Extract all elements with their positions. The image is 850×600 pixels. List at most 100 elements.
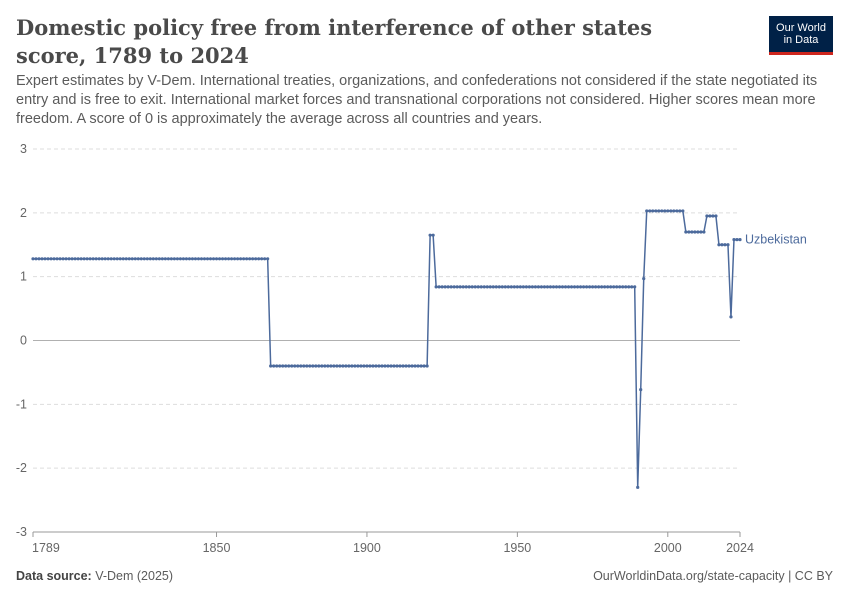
data-point [431,233,435,237]
data-point [696,230,700,234]
data-point [142,257,146,261]
data-point [293,364,297,368]
data-point [169,257,173,261]
data-point [181,257,186,261]
data-point [260,257,264,261]
data-point [494,285,498,289]
data-point [263,257,267,261]
data-point [395,364,399,368]
data-point [124,257,128,261]
data-point [473,285,477,289]
data-point [735,238,739,242]
data-point [600,285,604,289]
data-point [449,285,453,289]
data-point [503,285,507,289]
data-point [512,285,516,289]
data-point [729,315,733,319]
data-point [470,285,474,289]
data-point [726,243,730,247]
data-point [383,364,387,368]
data-point [440,285,444,289]
data-point [648,209,652,213]
data-point [130,257,134,261]
data-point [320,364,324,368]
x-tick-label: 1900 [353,541,381,555]
data-point [362,364,366,368]
data-point [572,285,577,289]
data-point [326,364,330,368]
data-point [416,364,420,368]
data-point [681,209,685,213]
data-point [118,257,122,261]
data-point [178,257,183,261]
data-point [226,257,231,261]
data-point [461,285,465,289]
data-point [368,364,372,368]
data-point [121,257,125,261]
data-point [163,257,167,261]
data-point [229,257,234,261]
data-point [738,238,742,242]
owid-logo[interactable]: Our World in Data [769,16,833,55]
data-point [290,364,294,368]
data-point [422,364,426,368]
data-point [684,230,688,234]
data-point [356,364,360,368]
data-point [455,285,459,289]
logo-line-2: in Data [783,34,819,46]
data-point [404,364,408,368]
data-point [115,257,119,261]
data-point [109,257,113,261]
data-point [392,364,396,368]
data-point [184,257,189,261]
data-point [335,364,339,368]
y-tick-label: -3 [16,525,27,539]
data-point [281,364,285,368]
data-point [587,285,592,289]
series-label-uzbekistan[interactable]: Uzbekistan [745,233,807,247]
data-point [717,243,721,247]
chart-subtitle: Expert estimates by V-Dem. International… [16,73,818,127]
data-point [112,257,116,261]
data-point [702,230,706,234]
data-point [266,257,270,261]
data-point [205,257,210,261]
data-point [551,285,556,289]
data-point [43,257,47,261]
data-point [85,257,89,261]
data-point [217,257,222,261]
source-url[interactable]: OurWorldinData.org/state-capacity | CC B… [593,569,833,583]
data-point [575,285,580,289]
data-point [31,257,35,261]
data-point [527,285,532,289]
y-tick-label: 3 [20,142,27,156]
data-point [269,364,273,368]
data-point [690,230,694,234]
data-point [557,285,562,289]
data-point [597,285,601,289]
data-point [52,257,56,261]
data-point [720,243,724,247]
data-point [428,233,432,237]
data-point [407,364,411,368]
data-point [88,257,92,261]
data-point [275,364,279,368]
data-point [584,285,589,289]
data-point [419,364,423,368]
data-point [476,285,480,289]
data-point [377,364,381,368]
data-point [479,285,483,289]
data-point [524,285,529,289]
data-point [296,364,300,368]
data-point [509,285,513,289]
data-point [636,485,640,489]
data-point [618,285,622,289]
data-point [136,257,140,261]
data-point [305,364,309,368]
data-point [323,364,327,368]
data-point [46,257,50,261]
data-point [612,285,616,289]
x-tick-label: 2000 [654,541,682,555]
series-line-uzbekistan[interactable] [33,210,740,488]
